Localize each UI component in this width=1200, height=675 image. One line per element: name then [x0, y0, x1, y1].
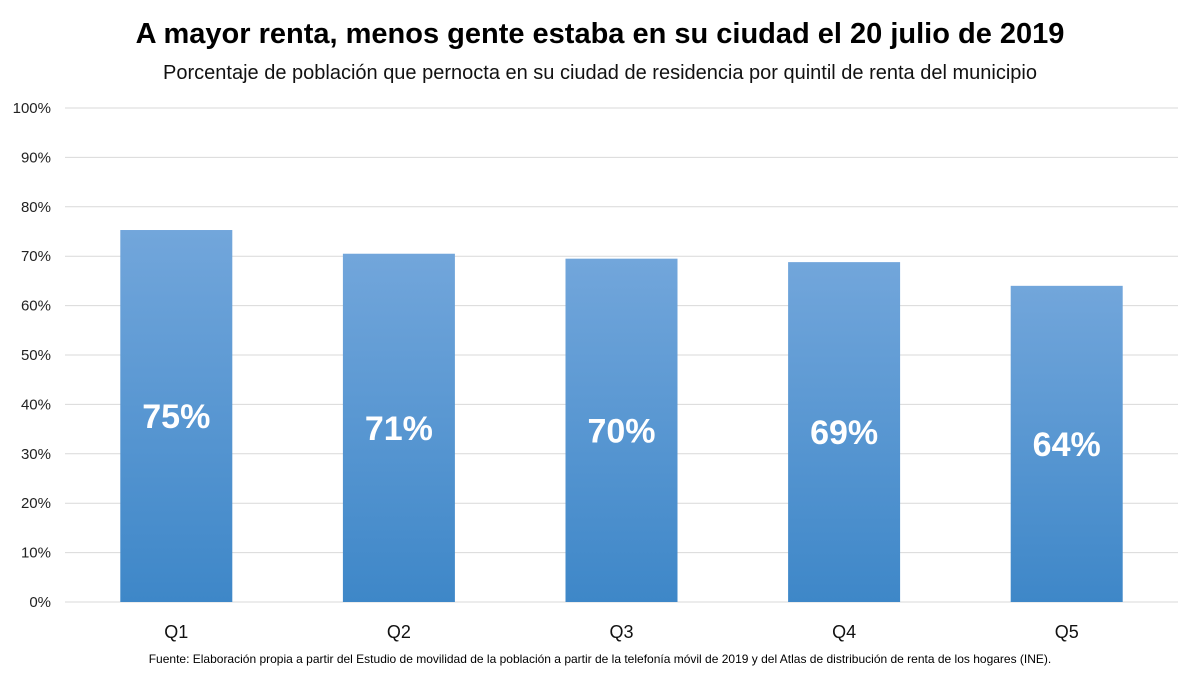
- bar-q4: [788, 262, 901, 602]
- source-note: Fuente: Elaboración propia a partir del …: [148, 652, 1052, 666]
- y-tick-label: 80%: [21, 199, 51, 216]
- y-tick-label: 60%: [21, 298, 51, 315]
- bar-q3: [565, 258, 678, 602]
- y-tick-label: 90%: [21, 149, 51, 166]
- data-label-q5: 64%: [1033, 426, 1101, 464]
- bar-q2: [342, 253, 455, 603]
- y-tick-label: 0%: [29, 594, 51, 611]
- y-tick-label: 100%: [13, 100, 51, 117]
- x-tick-label: Q4: [832, 622, 856, 642]
- bar-q1: [120, 230, 233, 602]
- chart-title: A mayor renta, menos gente estaba en su …: [135, 18, 1065, 50]
- y-tick-label: 10%: [21, 545, 51, 562]
- y-tick-label: 50%: [21, 347, 51, 364]
- x-tick-label: Q3: [609, 622, 633, 642]
- y-tick-label: 30%: [21, 446, 51, 463]
- y-tick-label: 20%: [21, 495, 51, 512]
- y-tick-label: 70%: [21, 248, 51, 265]
- x-tick-label: Q2: [387, 622, 411, 642]
- data-label-q2: 71%: [365, 410, 433, 448]
- data-label-q4: 69%: [810, 414, 878, 452]
- bar-q5: [1010, 285, 1123, 602]
- data-label-q1: 75%: [142, 398, 210, 436]
- x-tick-label: Q5: [1055, 622, 1079, 642]
- data-label-q3: 70%: [587, 412, 655, 450]
- chart-subtitle: Porcentaje de población que pernocta en …: [163, 62, 1037, 84]
- y-tick-label: 40%: [21, 396, 51, 413]
- x-tick-label: Q1: [164, 622, 188, 642]
